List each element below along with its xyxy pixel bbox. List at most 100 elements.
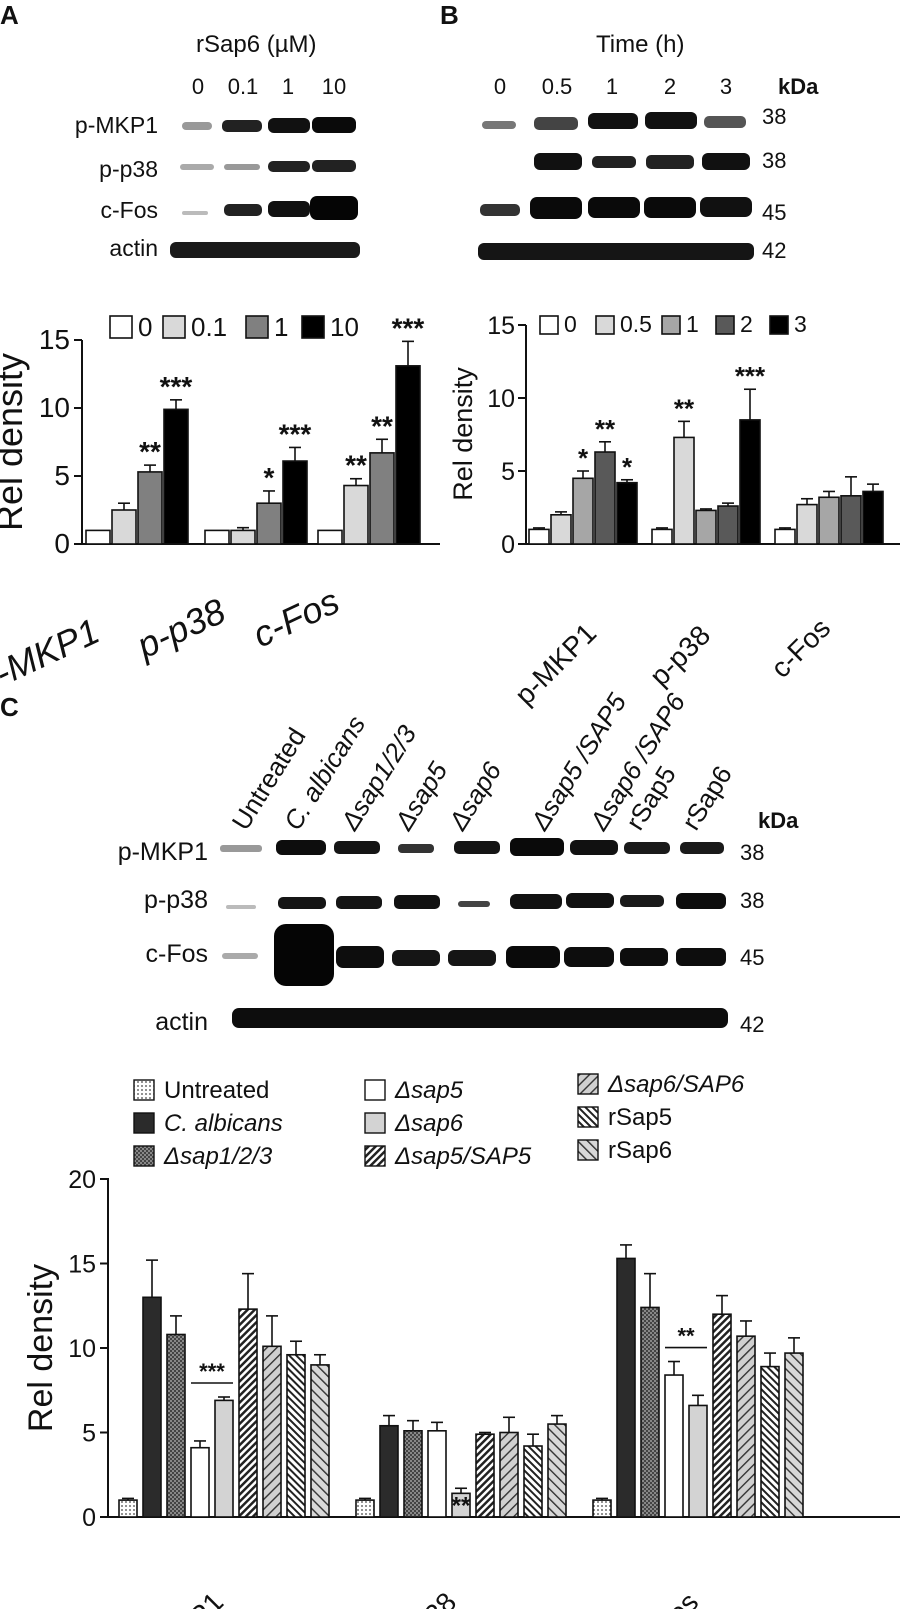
bar bbox=[739, 419, 761, 545]
blot-band bbox=[644, 197, 696, 218]
bar bbox=[137, 471, 163, 545]
bar bbox=[664, 1374, 684, 1518]
chart-c-ylabel: Rel density bbox=[22, 1264, 60, 1432]
blot-band bbox=[624, 842, 670, 854]
blot-a-lane-label: 1 bbox=[282, 74, 294, 99]
bar bbox=[475, 1433, 495, 1518]
bar bbox=[142, 1296, 162, 1518]
blot-a-row-label: p-MKP1 bbox=[75, 112, 158, 138]
legend-label: rSap6 bbox=[608, 1137, 672, 1164]
legend-label: 0 bbox=[138, 312, 152, 342]
blot-b-kda: 38 bbox=[762, 148, 786, 173]
bar bbox=[688, 1404, 708, 1518]
legend-label: Δsap5 bbox=[394, 1077, 464, 1104]
category-label: c-Fos bbox=[765, 612, 836, 683]
blot-band bbox=[680, 842, 724, 854]
blot-band bbox=[268, 201, 310, 217]
bar bbox=[118, 1499, 138, 1518]
blot-band bbox=[534, 153, 582, 170]
blot-band bbox=[226, 905, 256, 909]
bar bbox=[355, 1499, 375, 1518]
significance-label: ** bbox=[677, 1324, 695, 1349]
panel-label-b: B bbox=[440, 0, 459, 30]
legend-label: Δsap5/SAP5 bbox=[394, 1143, 532, 1170]
bar bbox=[310, 1364, 330, 1518]
bar bbox=[550, 513, 572, 545]
blot-band bbox=[170, 242, 360, 258]
blot-band bbox=[336, 896, 382, 909]
blot-band bbox=[224, 204, 262, 216]
legend-label: Δsap1/2/3 bbox=[163, 1143, 273, 1170]
legend-label: 1 bbox=[274, 312, 288, 342]
legend-label: 3 bbox=[794, 311, 807, 337]
significance-label: * bbox=[264, 462, 275, 493]
blot-band bbox=[448, 950, 496, 966]
bar bbox=[230, 529, 256, 545]
bar bbox=[317, 529, 343, 545]
blot-band bbox=[334, 841, 380, 854]
legend-swatch bbox=[715, 315, 735, 335]
blot-band bbox=[312, 117, 356, 133]
blot-band bbox=[588, 113, 638, 129]
category-label: p-MKP1 bbox=[0, 610, 105, 703]
blot-band bbox=[620, 948, 668, 966]
bar bbox=[717, 505, 739, 545]
blot-band bbox=[570, 840, 618, 855]
significance-label: *** bbox=[160, 371, 193, 402]
blot-band bbox=[510, 838, 564, 856]
legend-label: 10 bbox=[330, 312, 359, 342]
legend-swatch bbox=[364, 1079, 386, 1101]
bar bbox=[379, 1424, 399, 1518]
blot-band bbox=[394, 895, 440, 909]
bar bbox=[818, 496, 840, 545]
blot-band bbox=[646, 155, 694, 169]
bar bbox=[862, 490, 884, 545]
significance-label: ** bbox=[345, 450, 367, 481]
legend-swatch bbox=[245, 315, 269, 339]
significance-label: ** bbox=[452, 1492, 471, 1519]
bar bbox=[190, 1446, 210, 1518]
blot-c-row-label: p-p38 bbox=[144, 886, 208, 914]
blot-band bbox=[182, 122, 212, 130]
blot-band bbox=[566, 893, 614, 908]
bar bbox=[403, 1430, 423, 1518]
y-tick-label: 0 bbox=[54, 528, 70, 559]
legend-swatch bbox=[133, 1112, 155, 1134]
blot-b-lane-label: 3 bbox=[720, 74, 732, 99]
bar bbox=[343, 484, 369, 545]
chart-b-axes: Rel density bbox=[448, 325, 900, 545]
blot-band bbox=[506, 946, 560, 968]
blot-band bbox=[645, 112, 697, 129]
bar bbox=[111, 509, 137, 545]
blot-b-lane-label: 0.5 bbox=[542, 74, 573, 99]
bar bbox=[774, 528, 796, 545]
blot-band bbox=[224, 164, 260, 170]
y-tick-label: 0 bbox=[501, 531, 515, 559]
y-tick-label: 20 bbox=[68, 1166, 96, 1194]
blot-a-row-label: actin bbox=[109, 235, 158, 261]
bar bbox=[499, 1431, 519, 1518]
blot-band bbox=[478, 243, 754, 260]
bar bbox=[427, 1430, 447, 1518]
bar bbox=[594, 451, 616, 545]
blot-band bbox=[276, 840, 326, 855]
significance-label: *** bbox=[199, 1359, 225, 1384]
legend-swatch bbox=[769, 315, 789, 335]
y-tick-label: 5 bbox=[501, 458, 515, 486]
significance-label: *** bbox=[279, 418, 312, 449]
bar bbox=[238, 1308, 258, 1518]
bar bbox=[616, 481, 638, 545]
blot-b-kda: 45 bbox=[762, 200, 786, 225]
panel-label-c: C bbox=[0, 692, 19, 722]
legend-label: Δsap6/SAP6 bbox=[607, 1071, 745, 1098]
bar bbox=[163, 408, 189, 545]
blot-c-lane-label: rSap6 bbox=[676, 760, 738, 835]
bar bbox=[695, 509, 717, 545]
blot-band bbox=[704, 116, 746, 128]
blot-band bbox=[620, 895, 664, 907]
blot-b-kda: 42 bbox=[762, 238, 786, 263]
significance-label: ** bbox=[371, 410, 393, 441]
blot-band bbox=[336, 946, 384, 968]
legend-swatch bbox=[595, 315, 615, 335]
